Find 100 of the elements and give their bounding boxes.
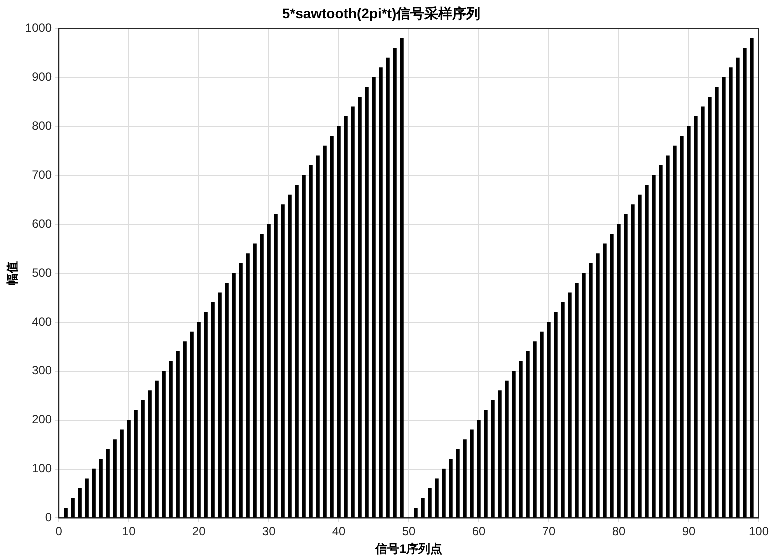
bar bbox=[722, 77, 726, 518]
chart-title: 5*sawtooth(2pi*t)信号采样序列 bbox=[282, 5, 481, 22]
bar bbox=[253, 244, 257, 518]
bar bbox=[575, 282, 579, 518]
bar bbox=[323, 146, 327, 518]
bar bbox=[267, 224, 271, 518]
y-tick-label: 600 bbox=[32, 216, 52, 231]
x-tick-label: 0 bbox=[56, 524, 63, 539]
bar bbox=[484, 410, 488, 518]
bar bbox=[547, 322, 551, 518]
bar bbox=[568, 292, 572, 518]
bar bbox=[477, 420, 481, 518]
bar bbox=[99, 459, 103, 518]
bar bbox=[204, 312, 208, 518]
bar bbox=[673, 146, 677, 518]
y-tick-label: 700 bbox=[32, 168, 52, 182]
y-tick-label: 1000 bbox=[25, 21, 52, 36]
x-tick-label: 100 bbox=[748, 524, 770, 539]
bar bbox=[92, 468, 96, 518]
bar bbox=[316, 156, 320, 518]
bar bbox=[421, 498, 425, 518]
bar bbox=[554, 312, 558, 518]
bar bbox=[652, 175, 656, 518]
bar bbox=[302, 175, 306, 518]
bar bbox=[596, 254, 600, 518]
bar bbox=[197, 322, 201, 518]
bar bbox=[743, 48, 747, 518]
bar bbox=[617, 224, 621, 518]
bar bbox=[169, 361, 173, 518]
x-tick-label: 10 bbox=[122, 524, 136, 539]
bar bbox=[239, 263, 243, 518]
bar bbox=[680, 136, 684, 518]
bar bbox=[736, 58, 740, 518]
bar bbox=[540, 332, 544, 518]
bar bbox=[400, 38, 404, 518]
bar bbox=[344, 116, 348, 518]
bar bbox=[428, 488, 432, 518]
bar bbox=[351, 106, 355, 518]
bar bbox=[78, 488, 82, 518]
bar bbox=[106, 449, 110, 518]
x-tick-label: 90 bbox=[682, 524, 696, 539]
bar bbox=[386, 58, 390, 518]
bar bbox=[190, 332, 194, 518]
bar bbox=[519, 361, 523, 518]
bar bbox=[463, 440, 467, 518]
x-axis-title: 信号1序列点 bbox=[374, 542, 442, 556]
bar bbox=[456, 449, 460, 518]
x-tick-label: 50 bbox=[402, 524, 416, 539]
x-tick-label: 60 bbox=[472, 524, 486, 539]
bar bbox=[295, 185, 299, 518]
bar bbox=[715, 87, 719, 518]
bar bbox=[211, 302, 215, 518]
bar bbox=[687, 126, 691, 518]
x-tick-label: 70 bbox=[542, 524, 556, 539]
bar bbox=[561, 302, 565, 518]
bar bbox=[309, 166, 313, 518]
bar bbox=[218, 292, 222, 518]
bar bbox=[533, 342, 537, 518]
y-tick-label: 200 bbox=[32, 412, 52, 427]
bar bbox=[589, 263, 593, 518]
bar bbox=[141, 400, 145, 518]
bar bbox=[281, 204, 285, 518]
y-axis-title: 幅值 bbox=[6, 262, 20, 286]
y-tick-label: 800 bbox=[32, 118, 52, 133]
bar bbox=[274, 214, 278, 518]
x-tick-label: 30 bbox=[262, 524, 276, 539]
bar bbox=[85, 478, 89, 518]
bar bbox=[666, 156, 670, 518]
bar bbox=[491, 400, 495, 518]
x-tick-label: 80 bbox=[612, 524, 626, 539]
bar bbox=[645, 185, 649, 518]
bar bbox=[393, 48, 397, 518]
bar bbox=[729, 68, 733, 518]
bar bbox=[624, 214, 628, 518]
bar bbox=[659, 166, 663, 518]
bar bbox=[64, 508, 68, 518]
bar bbox=[162, 371, 166, 518]
bar bbox=[449, 459, 453, 518]
bar bbox=[694, 116, 698, 518]
bar bbox=[148, 390, 152, 518]
bar bbox=[435, 478, 439, 518]
bar bbox=[113, 440, 117, 518]
y-tick-label: 900 bbox=[32, 70, 52, 84]
y-tick-label: 0 bbox=[45, 510, 52, 525]
bar bbox=[246, 254, 250, 518]
bar bbox=[526, 351, 530, 518]
y-tick-label: 400 bbox=[32, 314, 52, 329]
bar bbox=[260, 234, 264, 518]
bar bbox=[582, 273, 586, 518]
bar bbox=[372, 77, 376, 518]
bar bbox=[232, 273, 236, 518]
x-tick-label: 20 bbox=[192, 524, 206, 539]
bar bbox=[631, 204, 635, 518]
bar bbox=[120, 430, 124, 518]
bar bbox=[358, 96, 362, 518]
bar bbox=[701, 106, 705, 518]
bar bbox=[337, 126, 341, 518]
bar bbox=[638, 194, 642, 518]
bar bbox=[708, 96, 712, 518]
bar bbox=[610, 234, 614, 518]
